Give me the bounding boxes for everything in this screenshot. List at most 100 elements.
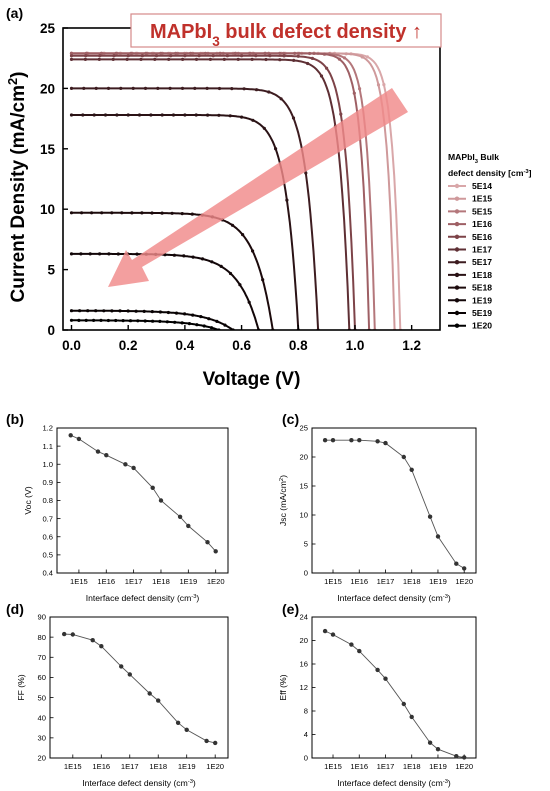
- x-tick-label: 1E15: [70, 577, 88, 586]
- jv-curve-1E18: [71, 114, 300, 330]
- jv-point-5E19: [215, 319, 219, 323]
- jv-point-1E19: [98, 252, 102, 256]
- jv-point-1E17: [181, 57, 185, 62]
- jv-point-1E19: [69, 252, 74, 256]
- x-axis-label: Interface defect density (cm-3): [86, 593, 200, 603]
- data-point-1E20: [462, 755, 467, 760]
- x-tick-label: 1E19: [179, 577, 197, 586]
- jv-point-5E16: [240, 54, 244, 58]
- jv-point-5E16: [310, 56, 314, 61]
- jv-point-1E17: [292, 58, 296, 63]
- legend-marker-1E19: [454, 298, 460, 303]
- x-tick-label: 1E16: [92, 762, 110, 771]
- jv-point-1E20: [165, 320, 169, 324]
- jv-point-5E19: [94, 309, 98, 313]
- x-tick-label: 1E20: [455, 577, 473, 586]
- data-point-5E17: [150, 485, 155, 490]
- jv-point-1E20: [128, 319, 133, 323]
- jv-point-1E17: [264, 57, 268, 62]
- jv-point-1E20: [195, 323, 199, 327]
- jv-point-1E18: [251, 118, 255, 122]
- y-tick-label: 0.7: [42, 514, 53, 523]
- y-tick-label: 16: [300, 660, 308, 669]
- jv-point-1E16: [144, 51, 148, 56]
- x-tick-label: 1E16: [350, 577, 368, 586]
- x-tick-label: 0.8: [289, 338, 308, 353]
- legend-label-5E16: 5E16: [472, 232, 492, 242]
- x-tick-label: 1E15: [324, 762, 342, 771]
- jv-point-5E18: [100, 211, 104, 215]
- legend-label-5E19: 5E19: [472, 308, 492, 318]
- data-point-5E15: [349, 438, 354, 443]
- y-axis-label: Current Density (mA/cm2): [5, 72, 30, 303]
- legend-title: defect density [cm-3]: [448, 168, 532, 178]
- jv-point-1E18: [262, 126, 266, 130]
- data-point-5E17: [401, 454, 406, 460]
- data-point-1E16: [357, 438, 362, 443]
- jv-point-1E19: [191, 255, 195, 259]
- jv-point-1E19: [219, 264, 223, 268]
- data-point-5E19: [205, 540, 210, 545]
- jv-point-1E15: [360, 55, 364, 59]
- y-axis-label: Voc (V): [23, 486, 33, 514]
- y-tick-label: 4: [304, 730, 308, 739]
- jv-point-1E20: [69, 318, 74, 322]
- jv-point-5E17: [254, 88, 259, 92]
- jv-point-1E19: [79, 252, 83, 256]
- jv-point-1E18: [228, 114, 232, 118]
- y-tick-label: 20: [300, 453, 308, 462]
- jv-point-5E17: [242, 87, 246, 91]
- jv-point-1E20: [151, 319, 155, 323]
- jv-point-1E16: [337, 57, 341, 61]
- jv-point-5E17: [267, 90, 271, 94]
- jv-point-1E20: [84, 318, 88, 322]
- jv-point-1E17: [69, 57, 74, 62]
- jv-point-5E14: [382, 83, 386, 87]
- jv-point-5E16: [169, 54, 173, 58]
- jv-point-1E17: [306, 61, 310, 66]
- jv-point-5E19: [78, 309, 82, 313]
- y-tick-label: 20: [38, 754, 46, 763]
- data-line: [70, 434, 217, 552]
- jv-point-1E18: [160, 113, 164, 117]
- legend-marker-5E16: [454, 234, 460, 239]
- jv-point-1E19: [228, 271, 233, 276]
- data-point-5E16: [375, 439, 380, 444]
- x-tick-label: 1.2: [402, 338, 421, 353]
- jv-point-5E19: [191, 313, 195, 317]
- x-tick-label: 1E18: [403, 577, 421, 586]
- jv-point-1E18: [149, 113, 153, 117]
- legend-title: MAPbI3 Bulk: [448, 152, 499, 165]
- jv-point-1E19: [182, 254, 186, 258]
- chart-ff: 1E15 1E16 1E17 1E18 1E19 1E20 20 30 40 50 60 70 80 90…: [16, 613, 229, 788]
- x-axis-label: Voltage (V): [203, 369, 301, 390]
- y-tick-label: 0: [47, 323, 55, 338]
- jv-point-5E17: [217, 86, 222, 91]
- y-tick-label: 0.9: [42, 478, 53, 487]
- data-point-5E14: [322, 438, 328, 443]
- y-tick-label: 1.1: [42, 442, 53, 451]
- y-tick-label: 80: [38, 633, 46, 642]
- y-tick-label: 30: [38, 734, 46, 743]
- jv-point-1E17: [83, 57, 87, 62]
- legend-marker-1E17: [454, 247, 460, 252]
- jv-point-5E19: [118, 309, 122, 313]
- jv-point-1E18: [103, 113, 108, 117]
- data-point-1E18: [409, 714, 414, 720]
- jv-point-5E17: [304, 171, 308, 175]
- jv-point-5E19: [102, 309, 106, 313]
- jv-point-5E16: [69, 54, 74, 58]
- y-tick-label: 60: [38, 673, 46, 682]
- y-tick-label: 0: [304, 569, 308, 578]
- jv-point-5E18: [180, 212, 184, 216]
- jv-point-1E17: [278, 58, 282, 62]
- jv-point-1E19: [238, 283, 242, 287]
- jv-point-1E16: [114, 51, 118, 56]
- jv-point-5E18: [120, 211, 124, 215]
- jv-point-1E19: [116, 252, 120, 256]
- jv-point-5E17: [230, 87, 234, 91]
- jv-point-1E16: [352, 91, 356, 95]
- jv-point-1E19: [107, 252, 111, 256]
- legend-label-1E19: 1E19: [472, 295, 492, 305]
